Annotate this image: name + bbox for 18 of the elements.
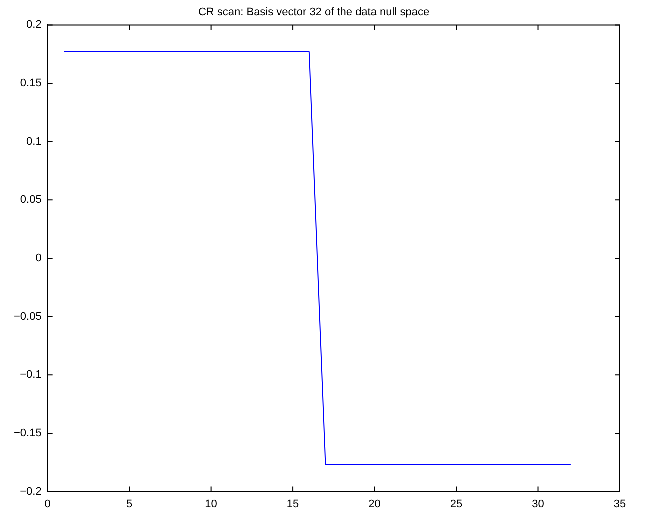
x-tick-label: 5 <box>126 498 133 510</box>
x-tick-label: 35 <box>614 498 626 510</box>
y-tick-label: −0.1 <box>20 369 42 382</box>
y-tick-label: −0.05 <box>14 310 42 323</box>
x-tick-label: 20 <box>368 498 381 510</box>
y-tick-label: 0.05 <box>20 194 42 206</box>
y-tick-label: 0.1 <box>26 136 42 148</box>
y-tick-label: 0.15 <box>20 78 42 90</box>
y-tick-label: −0.15 <box>14 428 42 440</box>
x-tick-label: 0 <box>44 498 51 510</box>
x-tick-label: 15 <box>286 498 300 510</box>
y-tick-label: −0.2 <box>20 486 42 498</box>
y-tick-label: 0.2 <box>26 19 42 32</box>
chart-title: CR scan: Basis vector 32 of the data null space <box>198 6 430 19</box>
x-tick-label: 25 <box>450 498 463 510</box>
y-tick-label: 0 <box>36 252 42 265</box>
x-tick-label: 30 <box>532 498 544 510</box>
x-tick-label: 10 <box>205 498 218 510</box>
